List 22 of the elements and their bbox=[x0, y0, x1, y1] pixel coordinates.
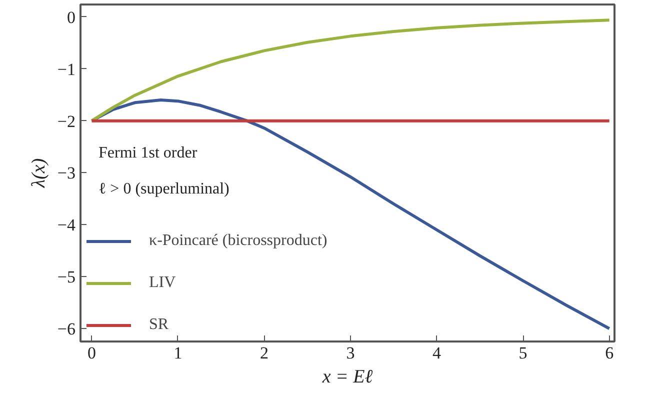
x-tick-label: 5 bbox=[518, 344, 528, 362]
x-tick-label: 0 bbox=[87, 344, 96, 362]
y-tick-label: −4 bbox=[57, 216, 76, 235]
y-tick-label: −5 bbox=[57, 268, 76, 287]
x-tick-label: 2 bbox=[260, 344, 268, 362]
y-axis-title: λ(x) bbox=[28, 158, 50, 189]
y-tick-label: 0 bbox=[67, 8, 76, 27]
y-tick-label: −2 bbox=[57, 112, 76, 131]
annotation: ℓ > 0 (superluminal) bbox=[98, 180, 230, 198]
line-series bbox=[90, 18, 611, 122]
x-tick-label: 6 bbox=[605, 344, 614, 362]
annotation: Fermi 1st order bbox=[98, 144, 198, 162]
x-tick-label: 4 bbox=[432, 344, 442, 362]
x-tick-label: 1 bbox=[174, 344, 182, 362]
x-axis-title: x = Eℓ bbox=[321, 366, 373, 388]
x-tick-label: 3 bbox=[346, 344, 355, 362]
y-tick-label: −1 bbox=[57, 60, 76, 79]
legend-label: κ-Poincaré (bicrossproduct) bbox=[149, 232, 328, 250]
y-tick-label: −3 bbox=[57, 164, 76, 183]
y-tick-label: −6 bbox=[57, 320, 76, 339]
legend-label: SR bbox=[149, 316, 169, 334]
legend-label: LIV bbox=[149, 274, 176, 292]
